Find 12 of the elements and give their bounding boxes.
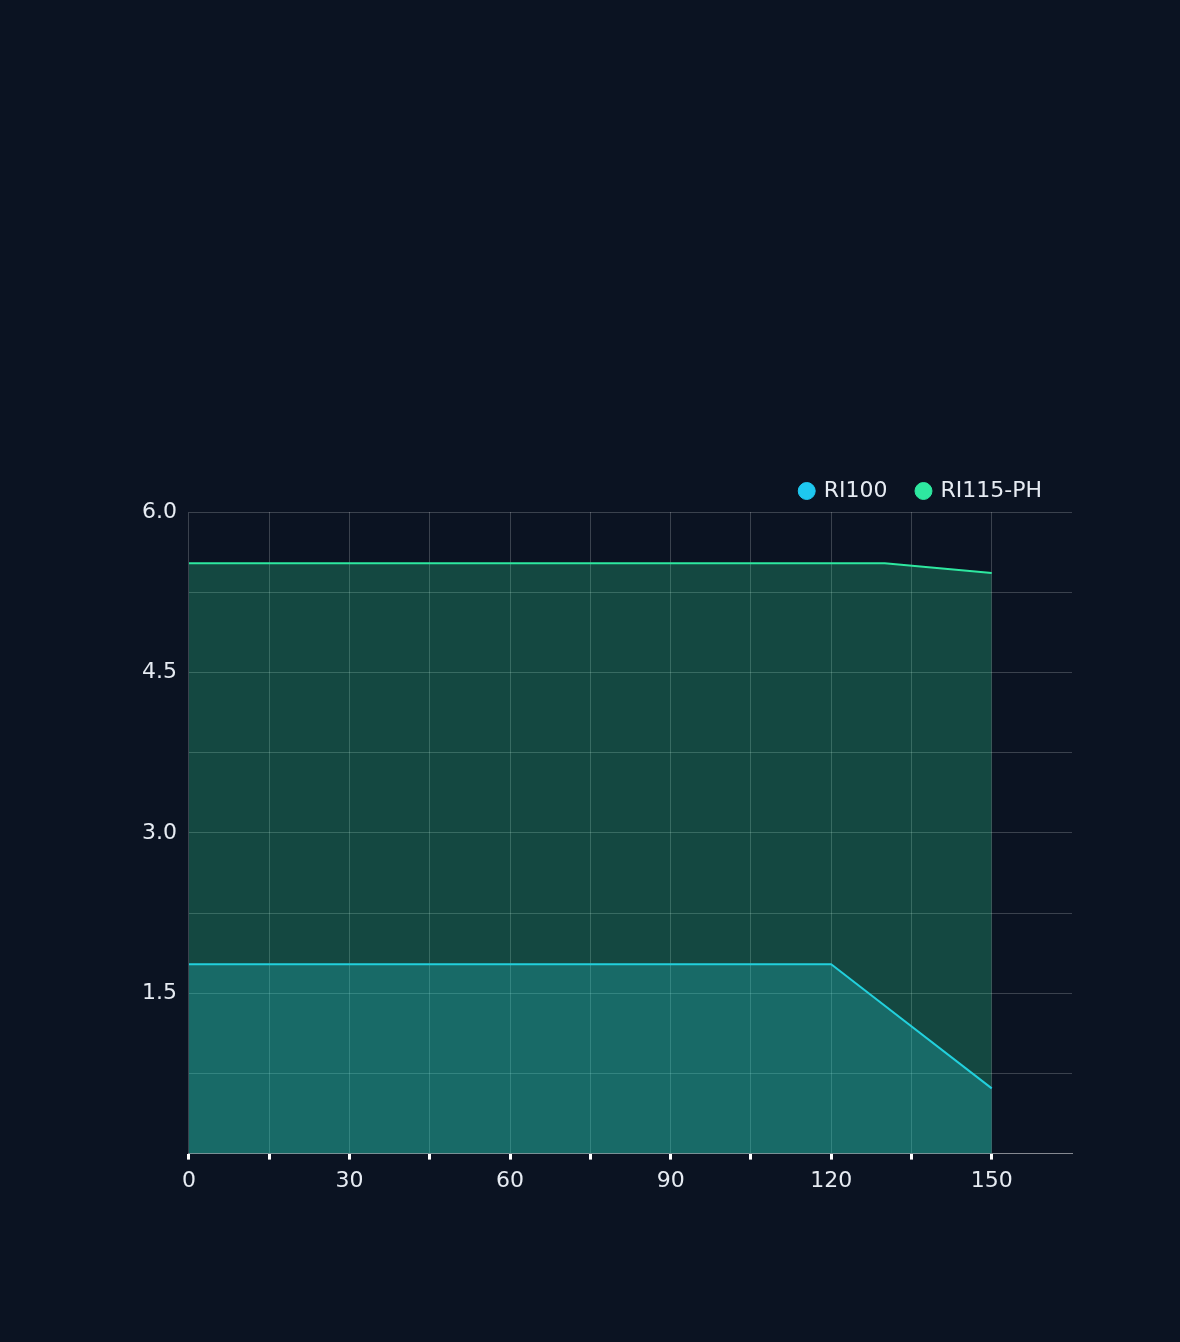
y-tick-label: 3.0 [141, 818, 177, 844]
x-tick-label: 120 [810, 1166, 853, 1192]
y-tick-label: 1.5 [141, 978, 177, 1004]
x-tick-label: 60 [496, 1166, 525, 1192]
y-tick-label: 6.0 [141, 497, 177, 523]
legend-label: RI100 [823, 476, 888, 502]
x-tick-label: 0 [181, 1166, 196, 1192]
x-tick-label: 90 [656, 1166, 685, 1192]
x-tick-label: 150 [970, 1166, 1013, 1192]
y-tick-label: 4.5 [141, 658, 177, 684]
x-tick-label: 30 [335, 1166, 364, 1192]
legend-label: RI115-PH [940, 476, 1042, 502]
